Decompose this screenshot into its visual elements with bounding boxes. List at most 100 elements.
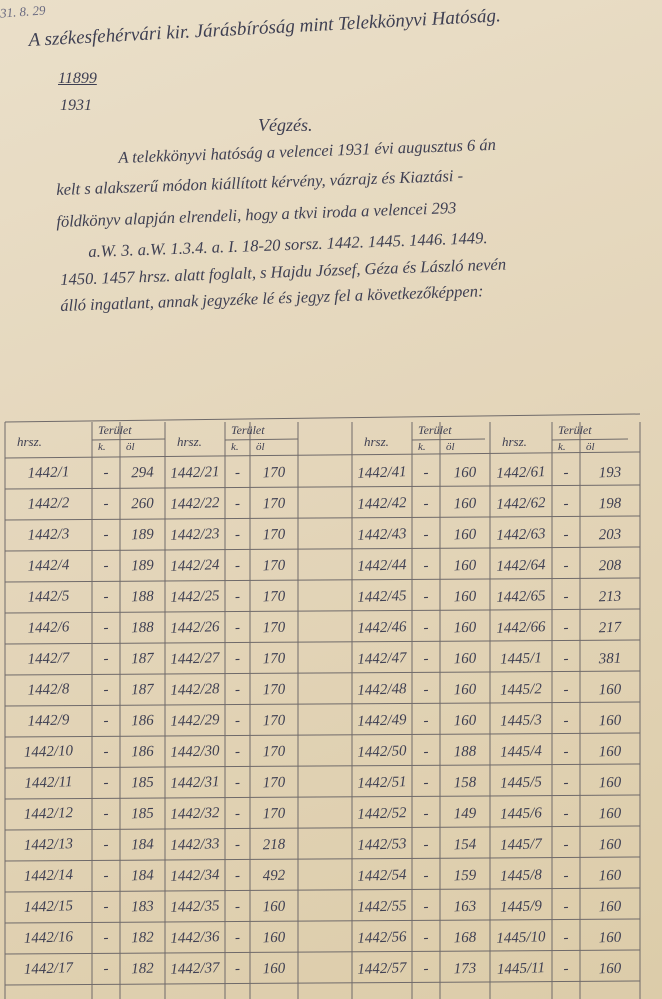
table-cell: 1442/22 — [170, 495, 220, 513]
table-cell: - — [423, 495, 429, 513]
table-cell: 1442/34 — [170, 867, 220, 885]
table-cell: - — [234, 464, 241, 482]
table-cell: - — [423, 526, 429, 544]
table-cell: 188 — [130, 619, 155, 637]
table-cell: - — [563, 867, 569, 885]
table-cell: 158 — [453, 774, 477, 792]
table-cell: 1442/63 — [496, 526, 546, 544]
table-cell: - — [423, 743, 429, 761]
table-cell: 160 — [262, 960, 286, 978]
rule-line — [4, 639, 641, 645]
table-cell: 160 — [598, 712, 622, 730]
table-cell: 189 — [130, 526, 155, 544]
table-cell: - — [103, 836, 109, 854]
table-cell: - — [234, 526, 241, 544]
table-cell: 182 — [130, 929, 155, 947]
rule-line — [4, 918, 641, 924]
table-cell: 1445/11 — [496, 960, 546, 978]
rule-line — [4, 701, 641, 707]
table-cell: 187 — [130, 650, 155, 668]
table-cell: 213 — [598, 588, 622, 606]
table-cell: - — [234, 898, 241, 916]
table-cell: 1442/26 — [170, 619, 220, 637]
table-cell: 170 — [262, 619, 286, 637]
rule-line — [4, 670, 641, 676]
table-cell: - — [563, 743, 569, 761]
table-cell: 170 — [262, 681, 286, 699]
table-cell: - — [563, 712, 569, 730]
table-cell: 188 — [453, 743, 477, 761]
table-cell: 1442/32 — [170, 805, 220, 823]
column-header: Terület — [558, 423, 592, 437]
table-cell: - — [234, 619, 241, 637]
table-cell: 203 — [598, 526, 622, 544]
table-cell: 1442/2 — [27, 495, 70, 513]
table-cell: - — [563, 557, 569, 575]
rule-line — [4, 794, 641, 800]
table-cell: 1442/48 — [357, 681, 407, 699]
table-cell: 1442/55 — [357, 898, 407, 916]
column-header: Terület — [231, 423, 265, 437]
table-cell: 1442/27 — [170, 650, 220, 668]
table-cell: 1442/3 — [27, 526, 70, 544]
table-cell: - — [563, 960, 569, 978]
table-cell: 1442/50 — [357, 743, 407, 761]
table-cell: 1442/29 — [170, 712, 220, 730]
table-cell: - — [234, 805, 241, 823]
table-cell: 154 — [453, 836, 477, 854]
rule-line — [551, 438, 629, 441]
table-cell: - — [234, 774, 241, 792]
table-cell: - — [563, 774, 569, 792]
table-cell: 170 — [262, 774, 286, 792]
table-cell: - — [103, 867, 109, 885]
table-cell: 163 — [453, 898, 477, 916]
table-cell: 1442/30 — [170, 743, 220, 761]
table-cell: - — [423, 712, 429, 730]
table-cell: - — [563, 681, 569, 699]
table-cell: 1442/7 — [27, 650, 70, 668]
column-header: öl — [446, 441, 455, 453]
table-cell: 1442/35 — [170, 898, 220, 916]
table-cell: 1442/47 — [357, 650, 407, 668]
table-cell: 1442/16 — [23, 929, 74, 947]
column-header: Terület — [418, 423, 452, 437]
table-cell: 160 — [598, 681, 622, 699]
table-cell: 159 — [453, 867, 477, 885]
table-cell: 1442/43 — [357, 526, 407, 544]
table-cell: 1445/1 — [499, 650, 543, 668]
table-cell: 160 — [453, 650, 477, 668]
table-cell: 1442/36 — [170, 929, 220, 947]
table-cell: - — [423, 681, 429, 699]
table-cell: - — [563, 836, 569, 854]
table-cell: 1442/51 — [357, 774, 407, 792]
table-cell: 260 — [130, 495, 155, 513]
table-cell: 1442/8 — [27, 681, 70, 699]
table-cell: 160 — [598, 867, 622, 885]
table-cell: 185 — [130, 805, 155, 823]
table-cell: 160 — [262, 929, 286, 947]
column-header: k. — [98, 441, 106, 453]
table-cell: 170 — [262, 464, 286, 482]
table-cell: - — [234, 743, 241, 761]
table-cell: 1442/14 — [23, 867, 74, 885]
rule-line — [4, 608, 641, 614]
rule-line — [4, 980, 641, 986]
table-cell: - — [103, 743, 109, 761]
table-cell: 160 — [453, 557, 477, 575]
column-header: k. — [418, 441, 426, 453]
rule-line — [4, 413, 641, 423]
rule-line — [4, 451, 641, 459]
table-cell: 1445/5 — [499, 774, 543, 792]
column-header: öl — [256, 441, 265, 453]
table-cell: - — [423, 588, 429, 606]
table-cell: 173 — [453, 960, 477, 978]
rule-line — [4, 732, 641, 738]
table-cell: 160 — [598, 774, 622, 792]
table-cell: - — [563, 588, 569, 606]
rule-line — [411, 438, 486, 441]
table-cell: - — [103, 557, 109, 575]
table-cell: 218 — [262, 836, 286, 854]
table-cell: 160 — [453, 526, 477, 544]
table-cell: 193 — [598, 464, 622, 482]
table-cell: - — [234, 929, 241, 947]
